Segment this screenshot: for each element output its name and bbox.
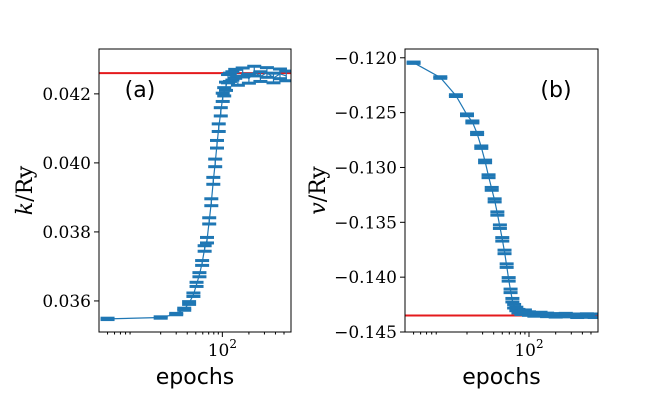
data-point-b-17	[503, 287, 518, 295]
data-point-b-15	[499, 262, 514, 269]
data-point-a-4	[182, 300, 197, 306]
data-point-b-14	[497, 248, 512, 256]
data-point-b-9	[484, 185, 499, 192]
y-tick-label-b: −0.120	[334, 49, 397, 69]
y-axis-title-a: k/Ry	[13, 165, 38, 215]
data-point-b-1	[433, 75, 448, 80]
data-point-a-3	[177, 306, 192, 312]
y-tick-label-b: −0.140	[334, 268, 397, 288]
data-point-a-16	[211, 122, 226, 133]
y-tick-label-a: 0.038	[42, 223, 91, 243]
data-point-a-11	[202, 216, 217, 226]
y-tick-label-b: −0.130	[334, 158, 397, 178]
panel-label-a: (a)	[125, 78, 156, 103]
y-tick-label-a: 0.040	[42, 154, 91, 174]
panel-label-b: (b)	[540, 78, 571, 103]
data-point-b-16	[501, 276, 516, 283]
data-point-a-14	[208, 157, 223, 169]
data-point-b-11	[490, 210, 505, 217]
data-point-a-9	[197, 244, 212, 253]
axes-frame-b	[404, 48, 599, 333]
data-point-b-6	[474, 144, 489, 150]
data-point-b-7	[478, 158, 493, 165]
data-point-b-5	[470, 130, 485, 137]
x-axis-title-a: epochs	[156, 365, 234, 390]
y-axis-title-b: v/Ry	[306, 166, 331, 215]
data-point-a-2	[169, 311, 184, 317]
panel-b: 102 −0.120 −0.125 −0.130 −0.135 −0.140 −0.145 e…	[306, 48, 599, 390]
x-tick-label-a: 102	[208, 337, 237, 361]
data-point-a-13	[206, 175, 221, 186]
data-point-b-10	[487, 197, 502, 204]
data-point-a-1	[153, 315, 168, 320]
data-point-b-0	[406, 60, 421, 65]
data-point-b-18	[505, 296, 520, 304]
data-point-b-2	[448, 93, 463, 98]
data-point-a-12	[204, 197, 219, 208]
plot-area-a	[99, 64, 291, 322]
x-tick-label-b: 102	[514, 337, 543, 361]
data-point-a-6	[189, 280, 204, 288]
data-point-b-8	[481, 173, 496, 180]
data-point-a-15	[210, 138, 225, 150]
y-tick-label-a: 0.042	[42, 85, 91, 105]
data-point-b-12	[492, 223, 507, 230]
data-point-a-5	[186, 291, 201, 298]
data-point-b-32	[587, 312, 598, 320]
y-tick-label-b: −0.145	[334, 323, 397, 343]
axes-frame-a	[98, 48, 292, 333]
data-point-b-3	[459, 112, 474, 118]
y-tick-label-b: −0.125	[334, 104, 397, 124]
data-point-b-4	[465, 119, 480, 125]
panel-a: 102 0.036 0.038 0.040 0.042 epochs k/Ry (a)	[13, 48, 292, 390]
data-point-a-7	[192, 271, 207, 279]
data-point-a-17	[213, 106, 228, 118]
y-tick-label-a: 0.036	[42, 292, 91, 312]
data-point-a-8	[195, 259, 210, 267]
data-point-b-13	[495, 236, 510, 243]
data-point-a-0	[100, 316, 115, 322]
y-tick-label-b: −0.135	[334, 213, 397, 233]
x-axis-title-b: epochs	[462, 365, 540, 390]
plot-area-b	[405, 60, 598, 320]
data-point-a-10	[199, 235, 214, 245]
